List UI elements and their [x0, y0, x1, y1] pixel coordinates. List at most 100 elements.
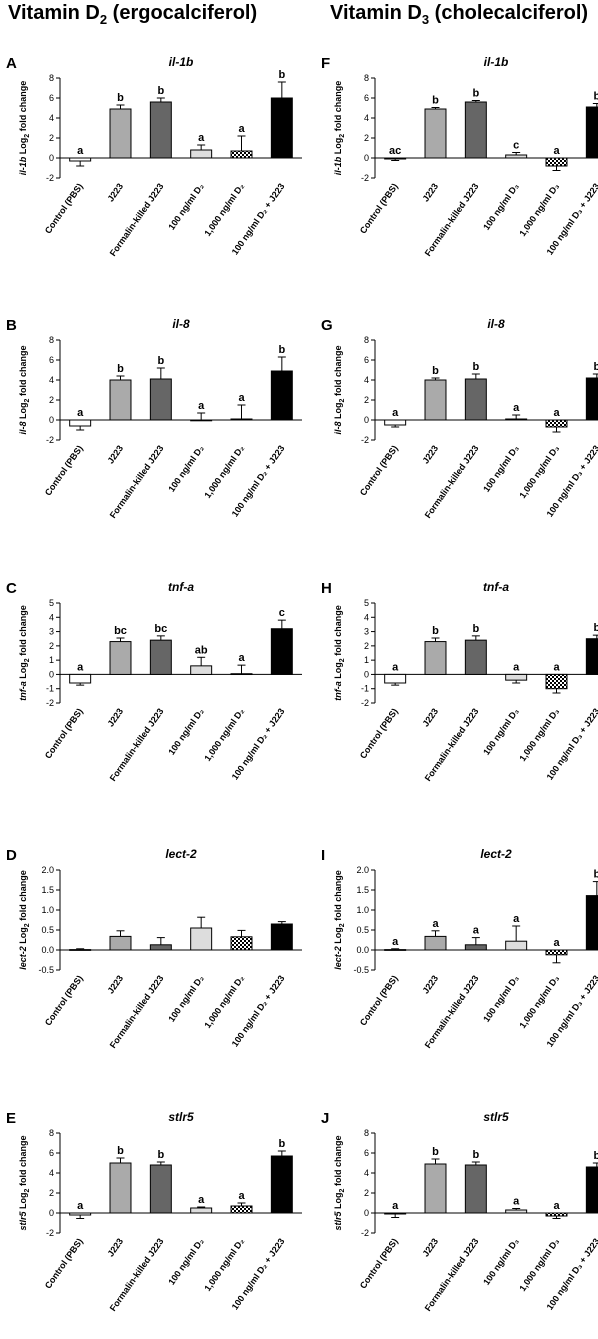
category-label: Control (PBS)	[358, 443, 400, 497]
left-column-header: Vitamin D2 (ergocalciferol)	[8, 2, 257, 27]
y-tick-label: -2	[46, 698, 54, 708]
significance-letter: b	[157, 85, 164, 97]
significance-letter: ab	[195, 644, 208, 656]
bar	[230, 673, 253, 676]
bar	[505, 418, 528, 421]
bar	[270, 97, 293, 159]
significance-letter: a	[553, 1200, 560, 1212]
bar	[190, 665, 213, 675]
chart-title: tnf-a	[168, 580, 194, 594]
right-header-rest: (cholecalciferol)	[429, 2, 589, 24]
y-tick-label: 4	[49, 612, 54, 622]
y-tick-label: 4	[49, 375, 54, 385]
category-label: 100 ng/ml D₃	[481, 443, 521, 494]
bar	[109, 935, 132, 951]
y-tick-label: 1.5	[356, 885, 369, 895]
significance-letter: b	[593, 869, 598, 881]
y-tick-label: 1	[364, 655, 369, 665]
significance-letter: b	[593, 361, 598, 373]
y-tick-label: 6	[364, 1148, 369, 1158]
significance-letter: b	[278, 69, 285, 81]
significance-letter: b	[278, 1138, 285, 1150]
significance-letter: a	[238, 1190, 245, 1202]
category-label: Control (PBS)	[43, 181, 85, 235]
left-header-sub: 2	[99, 12, 108, 27]
y-tick-label: -2	[361, 1228, 369, 1238]
significance-letter: a	[473, 925, 480, 937]
y-tick-label: 3	[364, 627, 369, 637]
bar	[585, 638, 598, 675]
bar	[149, 1164, 172, 1214]
significance-letter: b	[432, 1146, 439, 1158]
significance-letter: a	[77, 407, 84, 419]
category-label: J223	[105, 706, 125, 728]
bar	[585, 377, 598, 421]
chart-title: lect-2	[165, 847, 197, 861]
y-tick-label: 6	[49, 93, 54, 103]
bar	[270, 923, 293, 951]
category-label: 1,000 ng/ml D₃	[517, 443, 561, 500]
y-tick-label: 0	[364, 415, 369, 425]
bar	[149, 378, 172, 421]
significance-letter: a	[553, 661, 560, 673]
y-tick-label: 4	[49, 1168, 54, 1178]
bar	[230, 150, 253, 159]
y-axis-label: il-8 Log2 fold change	[18, 346, 31, 435]
bar	[384, 1212, 407, 1215]
y-tick-label: 2	[49, 133, 54, 143]
y-tick-label: 2	[364, 641, 369, 651]
bar	[384, 949, 407, 951]
category-label: J223	[420, 443, 440, 465]
significance-letter: b	[278, 344, 285, 356]
chart-title: stlr5	[483, 1110, 509, 1124]
significance-letter: a	[513, 402, 520, 414]
y-tick-label: 8	[49, 1128, 54, 1138]
bar	[464, 378, 487, 421]
significance-letter: c	[279, 607, 285, 619]
panel-letter: I	[321, 847, 325, 864]
bar	[109, 379, 132, 421]
significance-letter: a	[513, 661, 520, 673]
significance-letter: a	[198, 1194, 205, 1206]
category-label: J223	[105, 443, 125, 465]
category-label: J223	[105, 181, 125, 203]
bar	[270, 1155, 293, 1214]
y-tick-label: 0	[364, 153, 369, 163]
y-tick-label: 4	[364, 375, 369, 385]
y-tick-label: 0.0	[356, 945, 369, 955]
significance-letter: a	[77, 145, 84, 157]
significance-letter: b	[117, 92, 124, 104]
bar	[190, 149, 213, 159]
bar	[464, 101, 487, 159]
bar	[109, 1162, 132, 1214]
bar	[464, 1164, 487, 1214]
y-axis-label: lect-2 Log2 fold change	[18, 870, 31, 969]
y-tick-label: 0	[49, 415, 54, 425]
significance-letter: b	[432, 625, 439, 637]
y-axis-label: il-1b Log2 fold change	[18, 81, 31, 175]
significance-letter: a	[198, 132, 205, 144]
category-label: J223	[420, 181, 440, 203]
y-tick-label: -2	[46, 1228, 54, 1238]
category-label: 100 ng/ml D₃	[481, 973, 521, 1024]
y-tick-label: 2	[364, 395, 369, 405]
significance-letter: a	[238, 392, 245, 404]
significance-letter: b	[117, 363, 124, 375]
significance-letter: a	[513, 1196, 520, 1208]
category-label: 100 ng/ml D₃	[481, 706, 521, 757]
significance-letter: c	[513, 140, 519, 152]
significance-letter: b	[472, 361, 479, 373]
y-tick-label: 6	[364, 93, 369, 103]
category-label: Control (PBS)	[43, 443, 85, 497]
significance-letter: bc	[154, 623, 167, 635]
bar	[505, 673, 528, 681]
panel-letter: E	[6, 1110, 16, 1127]
bar	[69, 419, 92, 427]
bar	[545, 1212, 568, 1217]
category-label: 1,000 ng/ml D₂	[202, 973, 246, 1030]
category-label: Control (PBS)	[358, 706, 400, 760]
y-tick-label: 4	[364, 612, 369, 622]
